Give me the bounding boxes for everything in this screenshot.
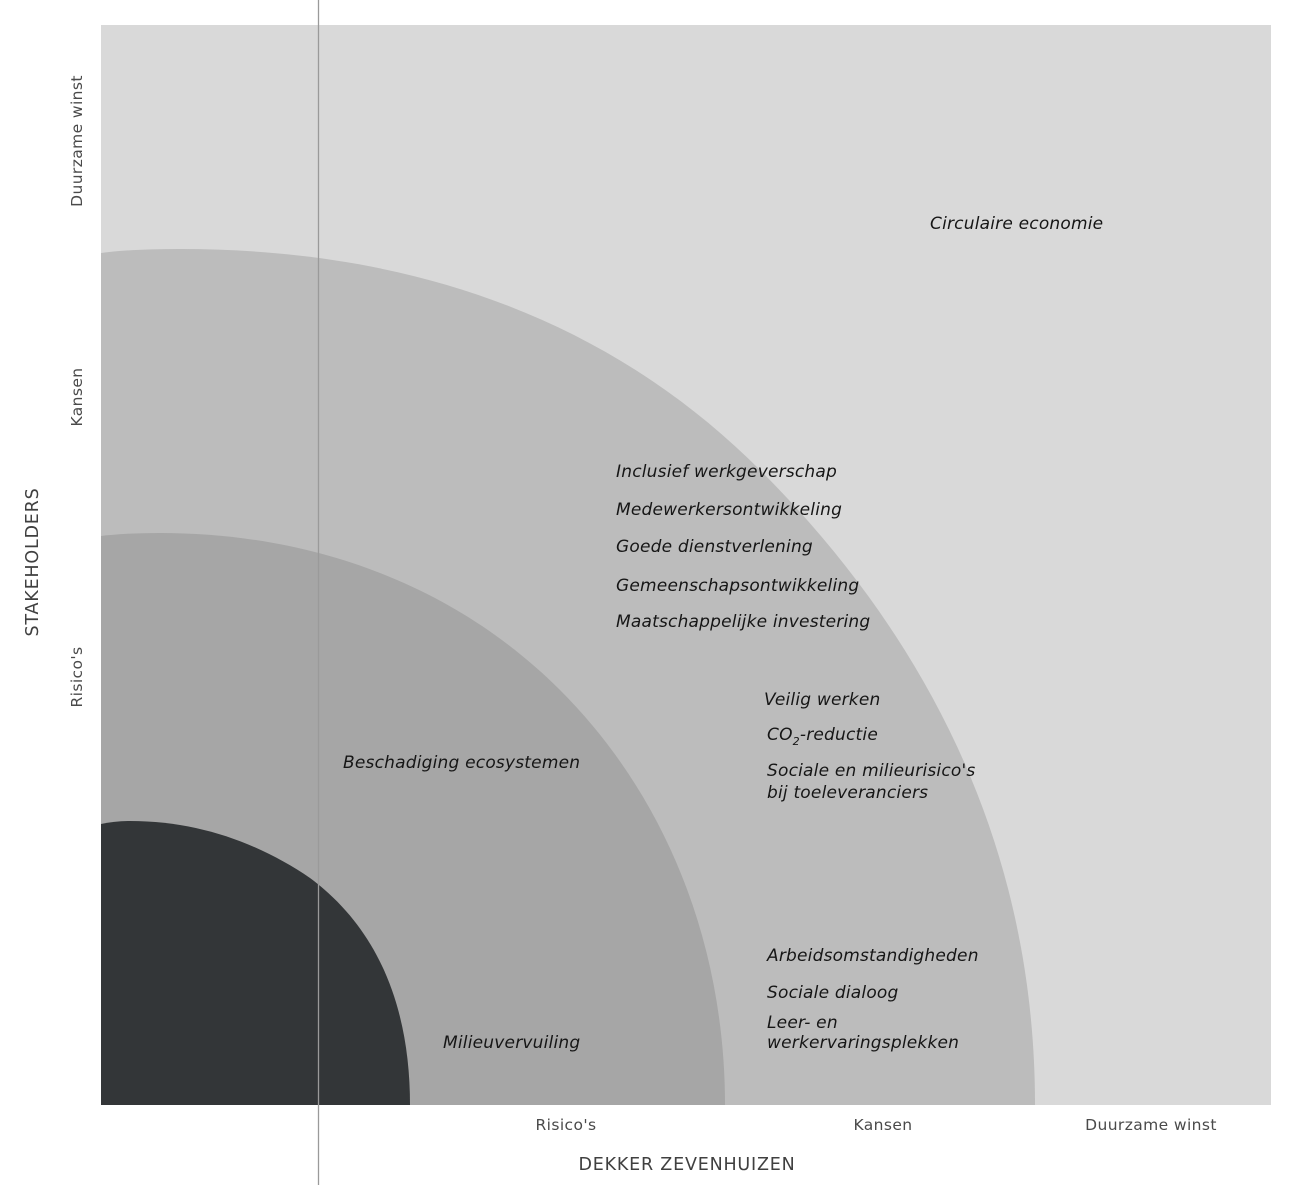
- item-sociale-dialoog: Sociale dialoog: [767, 983, 899, 1003]
- item-veilig-werken: Veilig werken: [764, 690, 881, 710]
- item-sociale-milieurisicos: Sociale en milieurisico's: [767, 761, 975, 781]
- item-circulaire-economie: Circulaire economie: [930, 214, 1103, 234]
- item-milieuvervuiling: Milieuvervuiling: [443, 1033, 580, 1053]
- item-leer-werkervaringsplekken-line2: werkervaringsplekken: [767, 1033, 959, 1053]
- x-tick-duurzame-winst: Duurzame winst: [1085, 1116, 1217, 1134]
- y-tick-duurzame-winst: Duurzame winst: [68, 75, 86, 207]
- item-sociale-milieurisicos-line2: bij toeleveranciers: [767, 783, 928, 803]
- x-tick-kansen: Kansen: [853, 1116, 912, 1134]
- item-beschadiging-ecosystemen: Beschadiging ecosystemen: [343, 753, 580, 773]
- y-tick-risicos: Risico's: [68, 647, 86, 708]
- x-axis-title: DEKKER ZEVENHUIZEN: [578, 1155, 795, 1175]
- zone-core: [101, 821, 410, 1105]
- x-tick-risicos: Risico's: [536, 1116, 597, 1134]
- y-tick-kansen: Kansen: [68, 367, 86, 426]
- item-co2-reductie: CO2-reductie: [767, 725, 878, 748]
- item-maatschappelijke-investering: Maatschappelijke investering: [616, 612, 870, 632]
- item-medewerkersontwikkeling: Medewerkersontwikkeling: [616, 500, 842, 520]
- item-leer-werkervaringsplekken: Leer- en: [767, 1013, 838, 1033]
- item-arbeidsomstandigheden: Arbeidsomstandigheden: [766, 946, 979, 966]
- item-inclusief-werkgeverschap: Inclusief werkgeverschap: [616, 462, 837, 482]
- y-axis-title: STAKEHOLDERS: [23, 487, 43, 636]
- item-goede-dienstverlening: Goede dienstverlening: [616, 537, 813, 557]
- item-gemeenschapsontwikkeling: Gemeenschapsontwikkeling: [616, 576, 859, 596]
